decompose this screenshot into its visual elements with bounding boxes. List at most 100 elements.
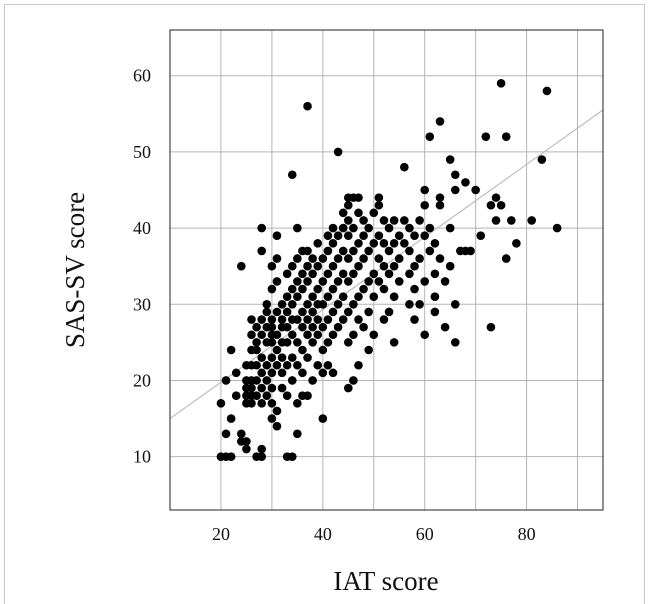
data-point xyxy=(293,292,302,301)
data-point xyxy=(247,315,256,324)
data-point xyxy=(257,368,266,378)
data-point xyxy=(410,231,419,241)
data-point xyxy=(400,216,409,225)
data-point xyxy=(272,330,282,340)
figure-frame xyxy=(4,4,645,604)
data-point xyxy=(333,254,343,263)
data-point xyxy=(272,345,282,355)
data-point xyxy=(359,216,368,225)
data-point xyxy=(354,315,363,324)
data-point xyxy=(272,231,282,241)
data-point xyxy=(384,223,394,233)
data-point xyxy=(303,299,312,309)
data-point xyxy=(400,239,409,248)
data-point xyxy=(282,360,292,370)
data-point xyxy=(405,246,414,256)
data-point xyxy=(252,322,261,332)
data-point xyxy=(287,284,297,294)
data-point xyxy=(293,338,302,347)
data-point xyxy=(323,292,333,301)
data-point xyxy=(323,246,333,256)
data-point xyxy=(333,231,343,241)
data-point xyxy=(267,414,277,423)
data-point xyxy=(491,193,501,202)
data-point xyxy=(374,193,384,202)
data-point xyxy=(318,414,328,423)
data-point xyxy=(445,223,455,233)
data-point xyxy=(496,200,506,210)
data-point xyxy=(262,299,272,309)
data-point xyxy=(328,239,338,248)
data-point xyxy=(476,231,486,241)
data-point xyxy=(394,231,404,241)
data-point xyxy=(364,223,373,233)
data-point xyxy=(374,277,384,286)
data-point xyxy=(486,322,496,332)
data-point xyxy=(318,299,328,309)
data-point xyxy=(369,239,379,248)
data-point xyxy=(435,254,445,263)
data-point xyxy=(262,307,272,317)
data-point xyxy=(420,231,430,241)
data-point xyxy=(323,338,333,347)
data-point xyxy=(287,170,297,180)
data-point xyxy=(303,353,312,362)
data-point xyxy=(257,452,266,461)
data-point xyxy=(364,307,373,317)
y-tick-label: 10 xyxy=(133,447,151,467)
data-point xyxy=(415,216,424,225)
data-point xyxy=(252,391,261,401)
data-point xyxy=(420,185,430,195)
data-point xyxy=(410,261,419,271)
y-tick-label: 60 xyxy=(133,66,151,86)
data-point xyxy=(252,376,261,385)
data-point xyxy=(293,254,302,263)
data-point xyxy=(282,322,292,332)
data-point xyxy=(328,330,338,340)
data-point xyxy=(221,376,231,385)
data-point xyxy=(552,223,562,233)
y-tick-label: 50 xyxy=(133,142,151,162)
data-point xyxy=(308,292,317,301)
data-point xyxy=(287,261,297,271)
data-point xyxy=(410,315,419,324)
data-point xyxy=(267,284,277,294)
data-point xyxy=(257,399,266,408)
data-point xyxy=(267,322,277,332)
data-point xyxy=(374,231,384,241)
data-point xyxy=(247,399,256,408)
data-point xyxy=(277,353,287,362)
data-point xyxy=(216,399,226,408)
data-point xyxy=(267,261,277,271)
x-tick-label: 60 xyxy=(416,524,434,544)
data-point xyxy=(512,239,521,248)
data-point xyxy=(298,284,307,294)
data-point xyxy=(293,315,302,324)
data-point xyxy=(257,246,266,256)
data-point xyxy=(277,368,287,378)
data-point xyxy=(349,299,358,309)
data-point xyxy=(415,299,424,309)
data-point xyxy=(313,239,323,248)
data-point xyxy=(252,360,261,370)
data-point xyxy=(349,376,358,385)
data-point xyxy=(389,239,399,248)
data-point xyxy=(400,162,409,172)
data-point xyxy=(430,307,440,317)
data-point xyxy=(379,261,389,271)
x-axis-title: IAT score xyxy=(333,566,438,596)
data-point xyxy=(287,330,297,340)
data-point xyxy=(349,269,358,279)
data-point xyxy=(287,452,297,461)
data-point xyxy=(491,216,501,225)
data-point xyxy=(318,277,328,286)
data-point xyxy=(338,315,348,324)
data-point xyxy=(359,254,368,263)
data-point xyxy=(343,231,353,241)
data-point xyxy=(349,330,358,340)
data-point xyxy=(318,345,328,355)
data-point xyxy=(338,208,348,218)
data-point xyxy=(359,322,368,332)
data-point xyxy=(247,383,256,393)
